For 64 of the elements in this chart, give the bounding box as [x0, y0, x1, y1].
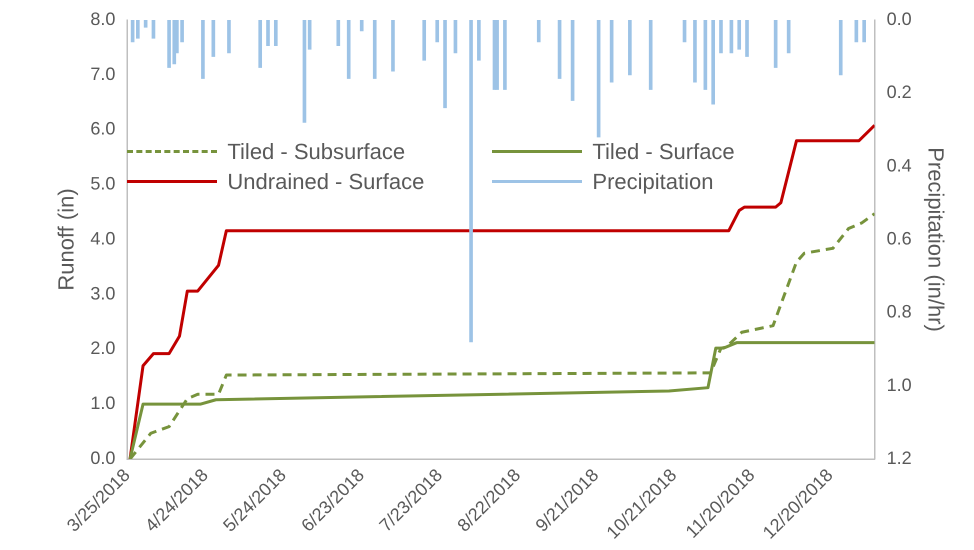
- bar: [628, 20, 632, 76]
- bar: [610, 20, 614, 83]
- legend-label: Undrained - Surface: [227, 168, 424, 195]
- bar: [682, 20, 686, 42]
- bar: [774, 20, 778, 68]
- y2-tick-label: 1.2: [886, 448, 912, 468]
- bar: [346, 20, 351, 79]
- bar: [274, 20, 278, 46]
- y2-tick-label: 1.0: [886, 374, 912, 395]
- y2-tick-label: 0.8: [886, 302, 912, 322]
- y-axis-title: Runoff (in): [53, 188, 78, 291]
- bar: [737, 20, 742, 50]
- bar: [477, 20, 481, 61]
- bar: [648, 20, 653, 90]
- y-tick-label: 1.0: [90, 393, 116, 414]
- bar: [454, 20, 458, 54]
- bar: [570, 20, 574, 101]
- bar: [258, 20, 262, 68]
- y2-tick-label: 0.2: [886, 82, 912, 102]
- y-tick-label: 0.0: [90, 448, 116, 468]
- y2-axis-title: Precipitation (in/hr): [924, 147, 949, 332]
- y2-tick-label: 0.4: [886, 155, 912, 176]
- y-tick-label: 4.0: [90, 228, 116, 248]
- bar: [503, 20, 507, 90]
- bar: [266, 20, 270, 46]
- bar: [693, 20, 697, 83]
- legend-label: Precipitation: [592, 168, 714, 195]
- bar: [711, 20, 715, 104]
- bar: [227, 20, 231, 54]
- y2-tick-label: 0.6: [886, 228, 912, 248]
- bar: [704, 20, 708, 90]
- bar: [372, 20, 377, 79]
- bar: [745, 20, 749, 57]
- y-tick-label: 3.0: [90, 283, 116, 304]
- y-tick-label: 7.0: [90, 64, 116, 84]
- bar: [391, 20, 395, 72]
- bar: [212, 20, 216, 57]
- bar: [422, 20, 426, 61]
- bar: [596, 20, 600, 138]
- bar: [495, 20, 499, 90]
- bar: [443, 20, 447, 108]
- bar: [201, 20, 205, 79]
- bar: [336, 20, 340, 46]
- bar: [360, 20, 364, 32]
- bar: [719, 20, 723, 54]
- bar: [558, 20, 562, 79]
- legend-label: Tiled - Surface: [592, 138, 735, 165]
- bar: [730, 20, 734, 54]
- y-tick-label: 6.0: [90, 118, 116, 139]
- bar: [786, 20, 790, 54]
- bar: [862, 20, 866, 42]
- y-tick-label: 8.0: [90, 8, 116, 29]
- bar: [180, 20, 184, 42]
- y-tick-label: 2.0: [90, 338, 116, 358]
- y-tick-label: 5.0: [90, 174, 116, 194]
- bar: [435, 20, 440, 42]
- y2-tick-label: 0.0: [886, 8, 912, 29]
- legend-label: Tiled - Subsurface: [227, 138, 406, 165]
- bar: [144, 20, 148, 28]
- bar: [469, 20, 473, 342]
- bar: [536, 20, 541, 42]
- bar: [838, 20, 843, 76]
- bar: [854, 20, 858, 42]
- bar: [152, 20, 156, 39]
